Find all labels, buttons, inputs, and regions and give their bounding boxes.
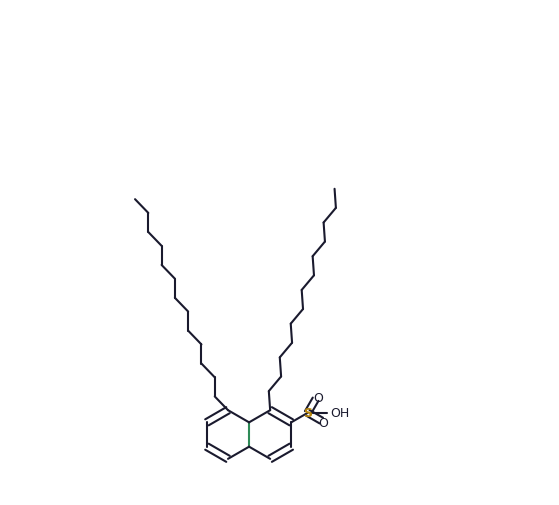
Text: O: O — [313, 391, 323, 404]
Text: O: O — [319, 416, 329, 429]
Text: S: S — [304, 407, 312, 420]
Text: OH: OH — [330, 407, 349, 420]
